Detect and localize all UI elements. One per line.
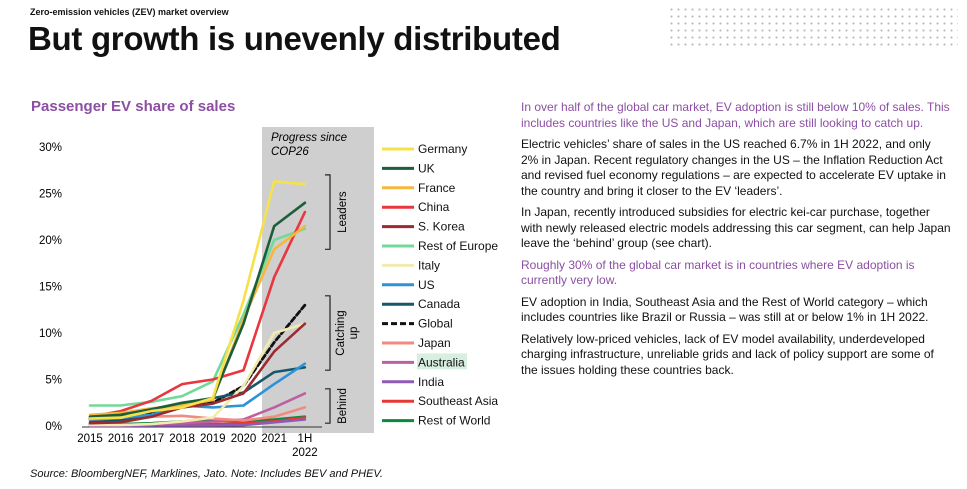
paragraph-3: In Japan, recently introduced subsidies … — [521, 205, 951, 250]
group-bracket-leaders — [325, 174, 331, 250]
paragraph-1: In over half of the global car market, E… — [521, 100, 950, 130]
group-label-leaders: Leaders — [337, 191, 349, 233]
y-tick-label: 5% — [45, 375, 62, 387]
legend-label-rest-of-europe: Rest of Europe — [418, 239, 498, 253]
legend-label-global: Global — [418, 317, 453, 331]
legend-label-japan: Japan — [418, 336, 451, 350]
group-bracket-catching-up — [325, 295, 331, 371]
legend-label-france: France — [418, 181, 456, 195]
x-tick-label: 2018 — [169, 433, 195, 445]
commentary-column: In over half of the global car market, E… — [521, 100, 951, 384]
x-tick-label: 2017 — [139, 433, 165, 445]
page-title: But growth is unevenly distributed — [28, 20, 561, 57]
x-tick-label: 2016 — [108, 433, 134, 445]
paragraph-5: EV adoption in India, Southeast Asia and… — [521, 294, 929, 325]
kicker: Zero-emission vehicles (ZEV) market over… — [30, 7, 229, 17]
highlight-label-line-2: COP26 — [271, 146, 309, 158]
x-tick-label: 2021 — [261, 433, 287, 445]
series-line-germany — [88, 180, 307, 420]
legend-label-india: India — [418, 375, 444, 389]
highlight-label-line-1: Progress since — [271, 132, 347, 144]
series-line-uk — [88, 201, 307, 419]
group-label-catching-up: Catching — [335, 310, 347, 355]
series-line-italy — [88, 322, 307, 427]
y-tick-label: 30% — [39, 142, 62, 154]
x-tick-label: 2022 — [292, 447, 318, 459]
x-tick-label: 2020 — [231, 433, 257, 445]
y-tick-label: 0% — [45, 421, 62, 433]
legend-label-s-korea: S. Korea — [418, 220, 465, 234]
x-tick-label: 2015 — [77, 433, 103, 445]
legend-label-us: US — [418, 278, 435, 292]
group-bracket-behind — [325, 388, 331, 424]
dot-pattern-decoration — [668, 6, 958, 46]
y-tick-label: 10% — [39, 328, 62, 340]
paragraph-6: Relatively low-priced vehicles, lack of … — [521, 331, 934, 377]
source-note: Source: BloombergNEF, Marklines, Jato. N… — [30, 468, 383, 480]
chart-title: Passenger EV share of sales — [31, 98, 236, 115]
series-line-s-korea — [88, 322, 307, 425]
group-label-catching-up: up — [348, 327, 360, 340]
paragraph-2: Electric vehicles’ share of sales in the… — [521, 137, 946, 198]
legend-label-rest-of-world: Rest of World — [418, 414, 490, 428]
x-tick-label: 2019 — [200, 433, 226, 445]
legend-label-canada: Canada — [418, 297, 460, 311]
legend-label-southeast-asia: Southeast Asia — [418, 394, 498, 408]
ev-share-chart: Progress since COP26 0% 5% 10% 15% 20% 25% 30% 20… — [39, 127, 498, 459]
cop26-highlight-band — [262, 127, 374, 433]
group-label-behind: Behind — [337, 388, 349, 424]
series-line-china — [88, 210, 307, 419]
legend-label-highlight — [417, 353, 467, 370]
legend-label-uk: UK — [418, 161, 435, 175]
series-line-rest-of-europe — [88, 227, 307, 407]
x-tick-label: 1H — [298, 433, 313, 445]
legend-label-china: China — [418, 200, 450, 214]
legend-label-italy: Italy — [418, 258, 440, 272]
y-tick-label: 20% — [39, 235, 62, 247]
y-tick-label: 15% — [39, 282, 62, 294]
paragraph-4: Roughly 30% of the global car market is … — [521, 257, 915, 288]
y-tick-label: 25% — [39, 189, 62, 201]
legend-label-australia: Australia — [418, 355, 465, 369]
legend-label-germany: Germany — [418, 142, 467, 156]
